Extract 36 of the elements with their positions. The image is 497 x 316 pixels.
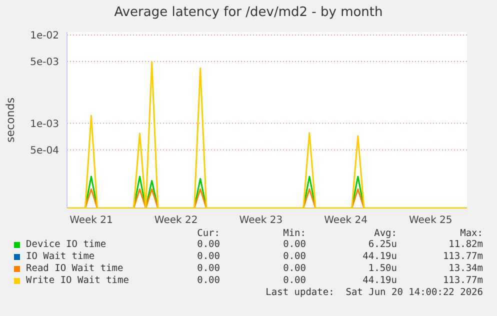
y-tick-label: 5e-04 bbox=[30, 145, 59, 156]
text: 13.34m bbox=[448, 263, 483, 274]
text: 44.19u bbox=[362, 251, 397, 262]
x-tick-label: Week 24 bbox=[324, 215, 368, 226]
text: Last update: Sat Jun 20 14:00:22 2026 bbox=[266, 287, 483, 298]
y-tick-label: 5e-03 bbox=[30, 57, 59, 68]
text: 0.00 bbox=[283, 263, 306, 274]
text: Avg: bbox=[374, 228, 397, 239]
x-tick-label: Week 25 bbox=[408, 215, 452, 226]
text: 113.77m bbox=[442, 275, 483, 286]
text: 0.00 bbox=[197, 239, 220, 250]
text: Min: bbox=[283, 228, 306, 239]
text: Cur: bbox=[197, 228, 220, 239]
y-tick-label: 1e-02 bbox=[30, 30, 59, 42]
text: 0.00 bbox=[197, 263, 220, 274]
y-tick-label: 1e-03 bbox=[30, 118, 59, 130]
text: 0.00 bbox=[197, 275, 220, 286]
legend-label: Write IO Wait time bbox=[26, 275, 129, 286]
text: 1.50u bbox=[368, 263, 397, 274]
text: Max: bbox=[460, 228, 483, 239]
x-tick-label: Week 22 bbox=[154, 215, 198, 226]
text: 44.19u bbox=[362, 275, 397, 286]
y-axis-title: seconds bbox=[4, 97, 17, 142]
text: 11.82m bbox=[448, 239, 483, 250]
legend-label: IO Wait time bbox=[26, 251, 95, 262]
text: 0.00 bbox=[283, 275, 306, 286]
x-tick-label: Week 21 bbox=[70, 215, 113, 226]
text: 0.00 bbox=[283, 239, 306, 250]
text: 0.00 bbox=[197, 251, 220, 262]
chart-title: Average latency for /dev/md2 - by month bbox=[113, 5, 384, 20]
text: 113.77m bbox=[442, 251, 483, 262]
legend-label: Read IO Wait time bbox=[26, 263, 124, 274]
x-tick-label: Week 23 bbox=[239, 215, 283, 226]
text: 0.00 bbox=[283, 251, 306, 262]
text: 6.25u bbox=[368, 239, 397, 250]
legend-label: Device IO time bbox=[26, 239, 106, 250]
